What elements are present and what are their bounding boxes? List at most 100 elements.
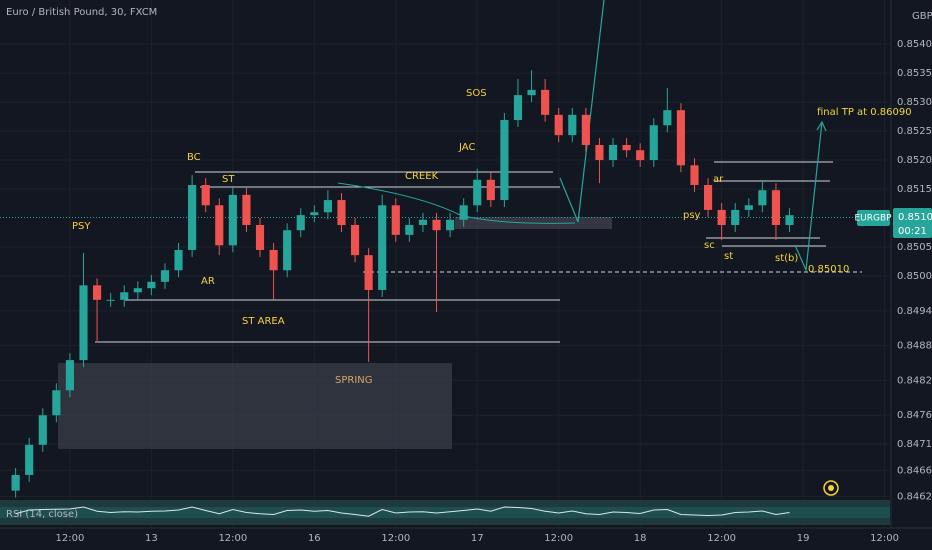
projection [559, 0, 827, 273]
candle-body [255, 225, 265, 250]
annotation: ar [713, 174, 724, 185]
annotation: JAC [458, 142, 475, 153]
candle-body [554, 114, 563, 136]
candle-body [418, 219, 428, 226]
x-tick-label: 18 [634, 533, 647, 544]
candle-body [785, 215, 794, 226]
candle-body [636, 150, 645, 161]
candle-body [174, 249, 183, 271]
candle-body [771, 190, 781, 226]
candle-body [11, 474, 20, 491]
y-tick-label: 0.84620 [897, 491, 932, 502]
price-badge [893, 208, 932, 238]
candle-body [608, 144, 618, 161]
candle-body [296, 215, 305, 231]
y-tick-label: 0.84665 [897, 465, 932, 476]
candle-body [79, 285, 88, 361]
x-tick-label: 12:00 [870, 533, 899, 544]
countdown: 00:21 [898, 226, 927, 237]
candle-body [310, 212, 319, 216]
icon [828, 485, 834, 491]
candle-body [473, 179, 482, 206]
annotation: ST AREA [242, 316, 285, 327]
x-tick-label: 12:00 [544, 533, 573, 544]
zone [58, 363, 452, 449]
candle-body [405, 225, 414, 235]
candle-body [201, 184, 210, 206]
candle-body [133, 288, 142, 293]
rsi-line [15, 506, 790, 517]
x-tick-label: 19 [797, 533, 810, 544]
candle-body [188, 184, 197, 250]
candle-body [106, 299, 115, 301]
x-tick-label: 16 [308, 533, 321, 544]
annotation: BC [187, 152, 201, 163]
candle-body [690, 165, 699, 185]
candle-body [160, 270, 170, 282]
annotation: final TP at 0.86090 [817, 107, 912, 118]
candles [0, 70, 890, 498]
candle-body [513, 95, 523, 121]
annotation: SPRING [335, 375, 373, 386]
candle-body [459, 205, 468, 220]
levels [95, 161, 862, 343]
candle-body [364, 255, 373, 290]
candle-body [703, 184, 713, 210]
candle-body [663, 110, 672, 126]
candle-body [242, 194, 251, 226]
x-tick-label: 12:00 [218, 533, 247, 544]
candle-body [25, 444, 34, 475]
candle-body [337, 200, 346, 226]
candle-body [527, 89, 536, 96]
candle-body [323, 200, 332, 213]
candle-body [541, 89, 550, 115]
annotation: PSY [72, 221, 91, 232]
candle-body [649, 125, 658, 161]
annotation: 0.85010 [808, 264, 849, 275]
symbol-badge [857, 210, 890, 226]
candle-body [595, 144, 604, 161]
annotation: CREEK [405, 171, 439, 182]
candle-body [676, 110, 685, 166]
candle-body [120, 292, 129, 300]
candle-body [500, 120, 509, 201]
candle-body [65, 360, 74, 391]
icon[interactable] [823, 480, 839, 496]
candle-body [269, 249, 278, 271]
annotation: st [724, 251, 733, 262]
x-tick-label: 13 [145, 533, 158, 544]
candle-body [622, 144, 631, 151]
candle-body [38, 415, 47, 445]
x-tick-label: 12:00 [381, 533, 410, 544]
candle-body [391, 205, 400, 235]
x-tick-label: 12:00 [707, 533, 736, 544]
candle-body [731, 209, 740, 226]
candle-body [717, 209, 726, 226]
candle-body [758, 190, 767, 206]
candle-body [147, 281, 156, 289]
candle-body [744, 205, 753, 210]
candle-body [378, 205, 387, 290]
candle-body [568, 114, 577, 136]
candle-body [93, 285, 102, 300]
candle-body [228, 194, 237, 246]
annotation: psy [683, 210, 701, 221]
annotation: SOS [466, 88, 487, 99]
candle-body [283, 230, 292, 271]
candle-body [446, 219, 455, 231]
candle-body [52, 390, 61, 416]
